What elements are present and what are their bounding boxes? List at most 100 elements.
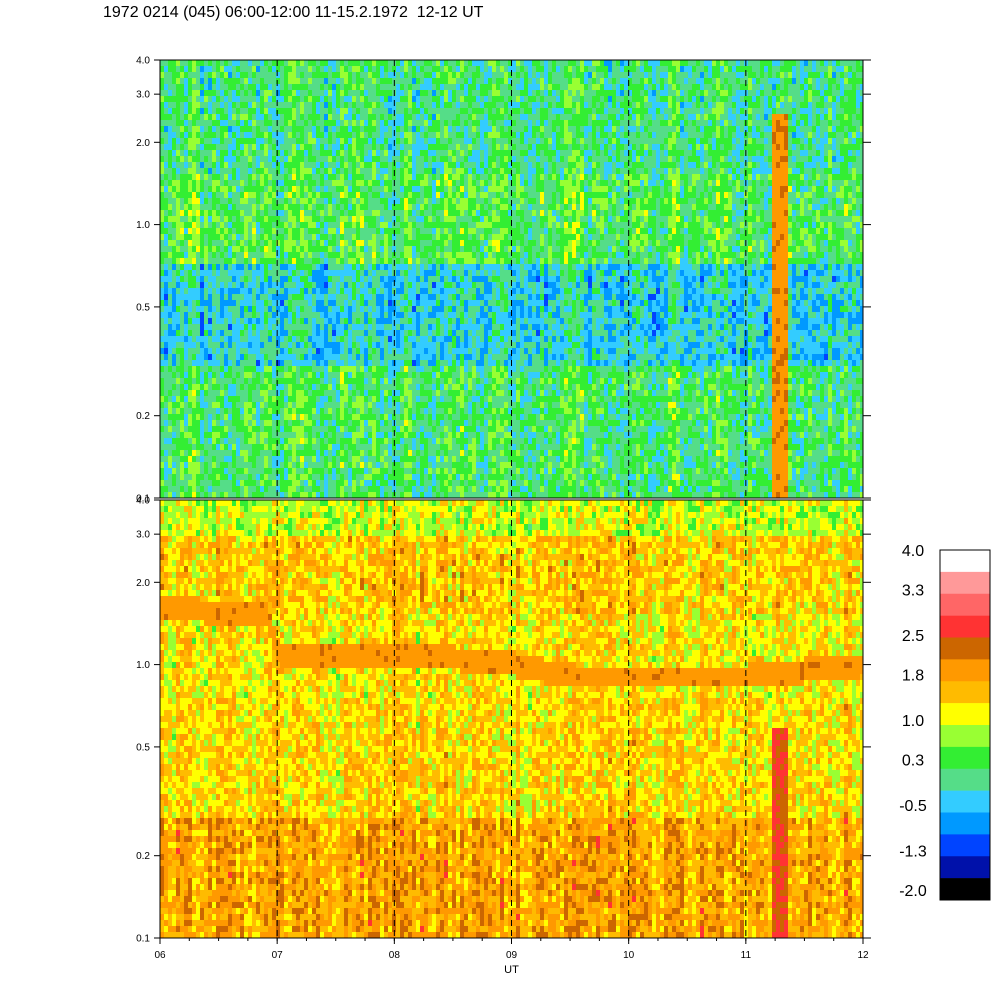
spectrogram-cell <box>300 168 305 175</box>
spectrogram-cell <box>324 384 329 391</box>
spectrogram-cell <box>248 114 253 121</box>
spectrogram-cell <box>172 126 177 133</box>
spectrogram-cell <box>412 216 417 223</box>
spectrogram-cell <box>248 480 253 487</box>
spectrogram-cell <box>244 156 249 163</box>
spectrogram-cell <box>212 450 217 457</box>
spectrogram-cell <box>284 462 289 469</box>
spectrogram-cell <box>176 240 181 247</box>
spectrogram-cell <box>420 396 425 403</box>
spectrogram-cell <box>340 174 345 181</box>
spectrogram-cell <box>368 420 373 427</box>
spectrogram-cell <box>284 108 289 115</box>
spectrogram-cell <box>400 492 405 498</box>
spectrogram-cell <box>176 432 181 439</box>
spectrogram-cell <box>244 180 249 187</box>
spectrogram-cell <box>212 288 217 295</box>
spectrogram-cell <box>244 432 249 439</box>
spectrogram-cell <box>208 156 213 163</box>
spectrogram-cell <box>348 456 353 463</box>
spectrogram-cell <box>248 306 253 313</box>
spectrogram-cell <box>288 396 293 403</box>
spectrogram-cell <box>340 492 345 498</box>
spectrogram-cell <box>172 270 177 277</box>
spectrogram-cell <box>328 120 333 127</box>
spectrogram-cell <box>432 174 437 181</box>
spectrogram-cell <box>332 474 337 481</box>
spectrogram-cell <box>360 354 365 361</box>
spectrogram-cell <box>328 360 333 367</box>
spectrogram-cell <box>332 288 337 295</box>
spectrogram-cell <box>192 450 197 457</box>
spectrogram-cell <box>316 294 321 301</box>
spectrogram-cell <box>292 234 297 241</box>
spectrogram-cell <box>300 240 305 247</box>
spectrogram-cell <box>272 270 277 277</box>
spectrogram-cell <box>192 330 197 337</box>
spectrogram-cell <box>400 108 405 115</box>
spectrogram-cell <box>320 258 325 265</box>
spectrogram-cell <box>252 354 257 361</box>
spectrogram-cell <box>356 438 361 445</box>
spectrogram-cell <box>288 288 293 295</box>
spectrogram-cell <box>384 72 389 79</box>
spectrogram-cell <box>272 174 277 181</box>
spectrogram-cell <box>200 330 205 337</box>
spectrogram-cell <box>356 432 361 439</box>
spectrogram-cell <box>292 486 297 493</box>
spectrogram-cell <box>348 84 353 91</box>
spectrogram-cell <box>160 390 165 397</box>
spectrogram-cell <box>224 480 229 487</box>
spectrogram-cell <box>264 312 269 319</box>
spectrogram-cell <box>404 456 409 463</box>
spectrogram-cell <box>308 168 313 175</box>
spectrogram-cell <box>324 156 329 163</box>
spectrogram-cell <box>308 192 313 199</box>
spectrogram-cell <box>272 114 277 121</box>
spectrogram-cell <box>396 174 401 181</box>
spectrogram-cell <box>188 246 193 253</box>
spectrogram-cell <box>396 150 401 157</box>
spectrogram-cell <box>348 186 353 193</box>
spectrogram-cell <box>404 330 409 337</box>
spectrogram-cell <box>396 318 401 325</box>
spectrogram-cell <box>200 252 205 259</box>
spectrogram-cell <box>284 234 289 241</box>
spectrogram-cell <box>280 342 285 349</box>
spectrogram-cell <box>240 300 245 307</box>
spectrogram-cell <box>200 126 205 133</box>
spectrogram-cell <box>400 258 405 265</box>
spectrogram-cell <box>184 234 189 241</box>
spectrogram-cell <box>284 258 289 265</box>
spectrogram-cell <box>240 336 245 343</box>
spectrogram-cell <box>188 150 193 157</box>
spectrogram-cell <box>204 294 209 301</box>
spectrogram-cell <box>272 426 277 433</box>
spectrogram-cell <box>312 96 317 103</box>
spectrogram-cell <box>244 240 249 247</box>
spectrogram-cell <box>340 78 345 85</box>
spectrogram-cell <box>408 486 413 493</box>
spectrogram-cell <box>224 198 229 205</box>
spectrogram-cell <box>384 192 389 199</box>
spectrogram-cell <box>264 72 269 79</box>
spectrogram-cell <box>380 432 385 439</box>
spectrogram-cell <box>240 426 245 433</box>
spectrogram-cell <box>404 114 409 121</box>
spectrogram-cell <box>160 444 165 451</box>
spectrogram-cell <box>176 312 181 319</box>
spectrogram-cell <box>172 96 177 103</box>
spectrogram-cell <box>224 396 229 403</box>
spectrogram-cell <box>172 144 177 151</box>
spectrogram-cell <box>276 114 281 121</box>
spectrogram-cell <box>360 264 365 271</box>
spectrogram-cell <box>248 132 253 139</box>
spectrogram-cell <box>416 72 421 79</box>
spectrogram-cell <box>284 276 289 283</box>
spectrogram-cell <box>316 60 321 67</box>
spectrogram-cell <box>208 408 213 415</box>
spectrogram-cell <box>164 144 169 151</box>
spectrogram-cell <box>324 420 329 427</box>
spectrogram-cell <box>240 318 245 325</box>
spectrogram-cell <box>160 432 165 439</box>
